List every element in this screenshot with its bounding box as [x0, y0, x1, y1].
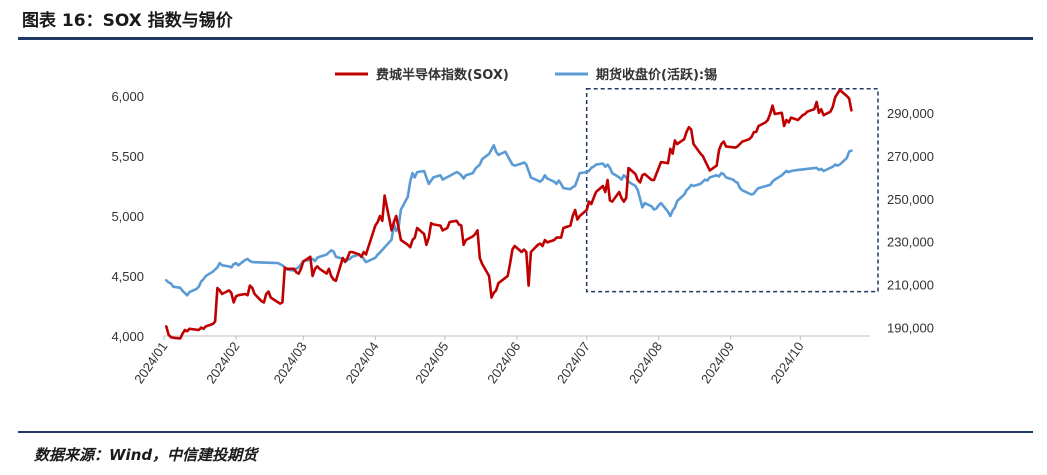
title-underline: [18, 37, 1033, 40]
x-tick-label: 2024/02: [203, 339, 242, 386]
figure-title: 图表 16：SOX 指数与锡价: [22, 11, 233, 31]
x-tick-label: 2024/07: [554, 339, 593, 386]
y-left-tick-label: 4,000: [111, 329, 144, 344]
y-right-tick-label: 230,000: [887, 235, 934, 250]
y-right-tick-label: 210,000: [887, 278, 934, 293]
highlight-box: [585, 88, 879, 293]
y-right-tick-label: 250,000: [887, 192, 934, 207]
x-tick-label: 2024/08: [626, 339, 665, 386]
x-tick-label: 2024/01: [131, 339, 170, 386]
y-left-tick-label: 5,500: [111, 149, 144, 164]
x-tick-label: 2024/03: [271, 339, 310, 386]
y-right-tick-label: 290,000: [887, 106, 934, 121]
x-tick-label: 2024/04: [343, 339, 382, 386]
legend-label-sox: 费城半导体指数(SOX): [376, 67, 509, 83]
y-left-tick-label: 5,000: [111, 209, 144, 224]
x-tick-label: 2024/06: [484, 339, 523, 386]
x-tick-label: 2024/05: [412, 339, 451, 386]
y-right-tick-label: 190,000: [887, 320, 934, 335]
y-right-tick-label: 270,000: [887, 149, 934, 164]
series-layer: [165, 88, 853, 340]
y-left-tick-label: 4,500: [111, 269, 144, 284]
footer-rule: [18, 431, 1033, 433]
sox-line: [165, 88, 853, 340]
source-note: 数据来源：Wind，中信建投期货: [34, 446, 258, 464]
legend-label-tin: 期货收盘价(活跃):锡: [596, 67, 717, 83]
highlight-box-layer: [585, 88, 879, 293]
legend: 费城半导体指数(SOX) 期货收盘价(活跃):锡: [335, 67, 717, 83]
chart: 4,000 4,500 5,000 5,500 6,000 190,000 210,000 2…: [111, 67, 934, 386]
x-tick-label: 2024/09: [698, 339, 737, 386]
x-tick-label: 2024/10: [768, 339, 807, 386]
y-left-tick-label: 6,000: [111, 89, 144, 104]
axes: 4,000 4,500 5,000 5,500 6,000 190,000 210,000 2…: [111, 89, 934, 386]
